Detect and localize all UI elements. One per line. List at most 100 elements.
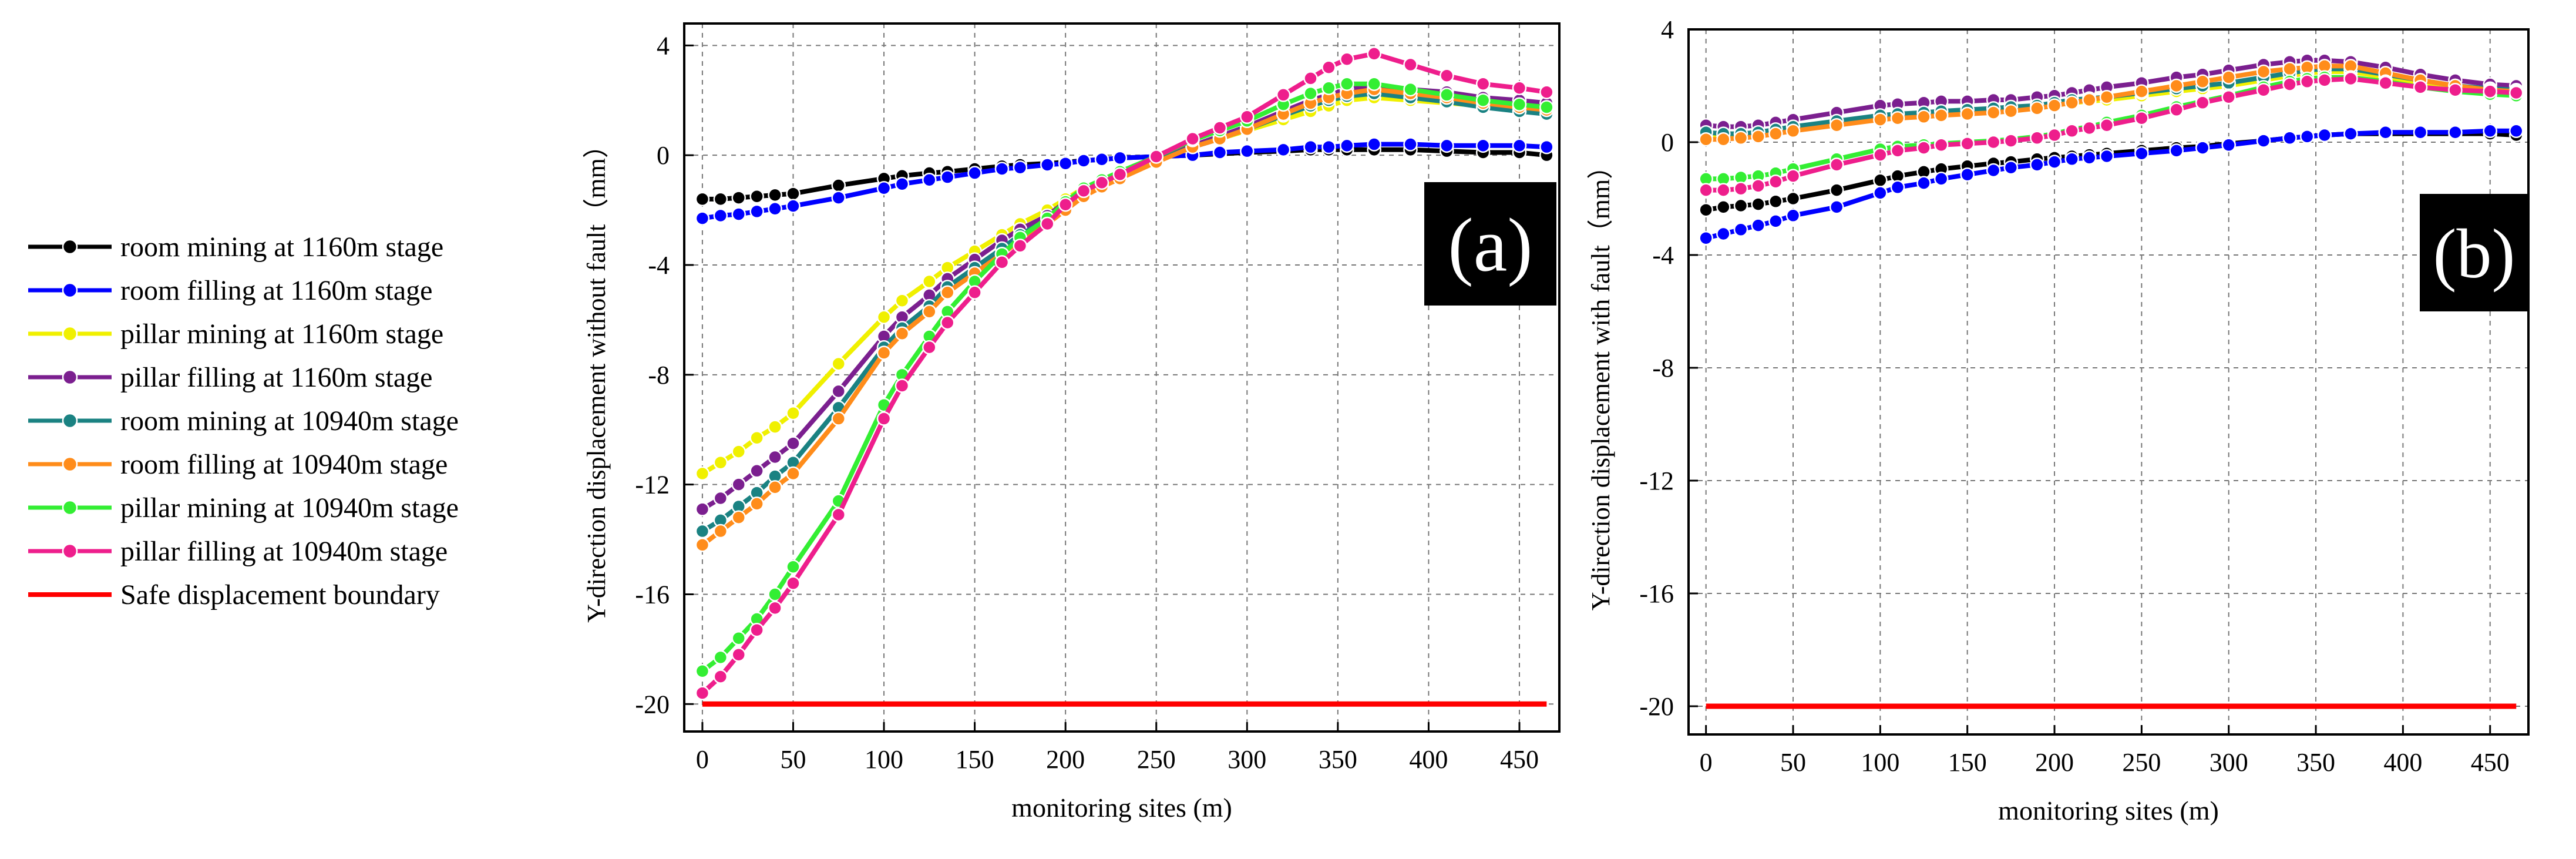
panel-b-series-7-point-32 [2508, 85, 2524, 100]
panel-a-series-1-point-6 [831, 190, 846, 205]
panel-b-plot-frame [1687, 28, 2530, 736]
panel-b-series-7-point-1 [1716, 183, 1731, 197]
panel-a-series-1-point-3 [749, 204, 764, 219]
panel-a-series-5-point-4 [768, 480, 782, 495]
panel-a-xtick-label-450: 450 [1500, 745, 1539, 774]
panel-b-series-7-point-31 [2483, 84, 2497, 99]
panel-a-series-6-point-32 [1539, 100, 1554, 115]
panel-a-series-2-point-7 [876, 310, 892, 324]
panel-b-series-1-point-24 [2282, 130, 2297, 146]
panel-a-series-2-point-0 [695, 466, 710, 481]
panel-a-xtick-label-0: 0 [696, 745, 709, 774]
panel-b-series-5-point-12 [1986, 105, 2001, 120]
panel-b-series-5-point-1 [1716, 132, 1731, 147]
panel-a-series-1-point-7 [876, 180, 892, 196]
panel-a-xtick-label-100: 100 [865, 745, 903, 774]
panel-a-xtick-label-50: 50 [780, 745, 806, 774]
panel-b-series-7-point-4 [1768, 174, 1783, 189]
panel-b-series-1-point-30 [2448, 125, 2463, 140]
panel-a-series-7-point-6 [831, 507, 846, 522]
panel-b-series-7-point-5 [1785, 169, 1801, 183]
panel-a-series-5-point-9 [922, 304, 937, 319]
panel-b-series-5-point-21 [2195, 74, 2210, 89]
panel-a-series-1-point-12 [994, 162, 1010, 176]
panel-a-series-1-point-27 [1367, 137, 1381, 152]
panel-b-series-7-point-26 [2317, 73, 2332, 88]
panel-a-series-6-point-31 [1512, 97, 1527, 112]
panel-a-series-2-point-9 [922, 274, 937, 289]
panel-a-series-3-point-6 [831, 384, 846, 399]
panel-b-series-1-point-10 [1933, 172, 1949, 186]
panel-b-series-1-point-20 [2169, 143, 2184, 158]
panel-b-ytick-label--16: -16 [1639, 579, 1674, 608]
panel-a-series-1-point-11 [967, 166, 982, 180]
panel-b-series-5-point-3 [1751, 129, 1765, 144]
panel-a-ytick-label-4: 4 [657, 31, 670, 60]
panel-a-series-4-point-0 [695, 524, 710, 539]
panel-b-series-7-point-13 [2003, 133, 2019, 148]
panel-b-ylabel: Y-direction displacement with fault（mm） [1586, 153, 1615, 610]
panel-a-series-0-point-5 [786, 186, 801, 201]
panel-b-series-1-point-29 [2413, 125, 2428, 140]
panel-b-xtick-label-450: 450 [2471, 748, 2510, 777]
panel-b-ytick-label-0: 0 [1661, 128, 1674, 157]
panel-a-series-1-point-31 [1512, 138, 1527, 153]
panel-a-series-6-point-1 [713, 650, 728, 665]
panel-b-series-5-point-20 [2169, 78, 2184, 93]
panel-b-series-7-point-22 [2221, 89, 2236, 105]
panel-a-label-box [1424, 182, 1556, 306]
panel-a-series-7-point-16 [1076, 183, 1091, 199]
panel-b-series-7-point-14 [2030, 130, 2044, 146]
panel-b-series-5-point-11 [1960, 106, 1975, 122]
panel-b-series-1-point-8 [1890, 180, 1905, 195]
legend-label-1: room filling at 1160m stage [120, 275, 432, 306]
panel-a-series-1-point-25 [1321, 139, 1336, 155]
panel-a-series-2-point-8 [894, 293, 910, 308]
panel-a-series-7-point-29 [1440, 68, 1454, 83]
panel-b-series-0-point-6 [1829, 183, 1844, 197]
panel-b-xtick-label-300: 300 [2210, 748, 2248, 777]
panel-a-series-7-point-8 [894, 378, 910, 393]
panel-a-series-1-point-15 [1058, 156, 1073, 171]
panel-a-series-7-point-2 [731, 647, 746, 662]
panel-a-series-1-point-22 [1240, 143, 1255, 159]
panel-b-series-1-point-3 [1751, 218, 1765, 233]
panel-b-xtick-label-50: 50 [1780, 748, 1806, 777]
panel-a-series-6-point-30 [1475, 93, 1491, 108]
panel-a-series-6-point-4 [768, 587, 782, 602]
panel-a-xlabel: monitoring sites (m) [1011, 793, 1232, 823]
panel-b-series-1-point-4 [1768, 214, 1783, 229]
panel-a-series-7-point-15 [1058, 197, 1073, 212]
legend-label-3: pillar filling at 1160m stage [120, 362, 432, 393]
panel-b-series-1-point-19 [2134, 146, 2149, 161]
panel-b-chart: 0 50 100 150 200 250 300 350 400 450 4 0 -4 -8 -12 -16 -… [1586, 15, 2530, 826]
panel-a-series-1-point-16 [1076, 153, 1091, 168]
panel-a-ytick-label--12: -12 [635, 471, 670, 499]
legend-item-3: pillar filling at 1160m stage [28, 362, 432, 393]
panel-b-series-1-point-13 [2003, 160, 2019, 175]
panel-a-series-7-point-20 [1185, 131, 1200, 146]
panel-b-series-5 [1699, 59, 2524, 147]
panel-a-xtick-label-400: 400 [1409, 745, 1448, 774]
panel-a-series-0-point-2 [731, 190, 746, 205]
panel-a-xtick-label-300: 300 [1228, 745, 1266, 774]
panel-b-series-1-point-6 [1829, 200, 1844, 214]
panel-a-series-5-point-5 [786, 466, 801, 481]
legend-swatch-marker-3 [62, 369, 78, 385]
panel-a-ytick-label--4: -4 [648, 251, 670, 280]
panel-a-series-1-point-8 [894, 176, 910, 192]
panel-a-series-1-point-32 [1539, 139, 1554, 155]
panel-b-series-7-point-15 [2047, 127, 2062, 143]
panel-a-series-1-point-29 [1440, 138, 1454, 153]
panel-b-series-7-point-0 [1699, 183, 1713, 197]
panel-b-series-1-point-21 [2195, 140, 2210, 155]
panel-b-series-0-point-1 [1716, 200, 1731, 214]
panel-b-xtick-label-250: 250 [2122, 748, 2161, 777]
panel-a-series-1-point-0 [695, 211, 710, 226]
legend-label-5: room filling at 10940m stage [120, 449, 448, 480]
panel-a-series-7-point-31 [1512, 80, 1527, 96]
panel-b-series-5-point-15 [2047, 98, 2062, 113]
panel-b-series-1-point-17 [2082, 150, 2097, 165]
panel-a-series-7-point-17 [1094, 175, 1109, 190]
panel-b-series-7-point-21 [2195, 95, 2210, 110]
